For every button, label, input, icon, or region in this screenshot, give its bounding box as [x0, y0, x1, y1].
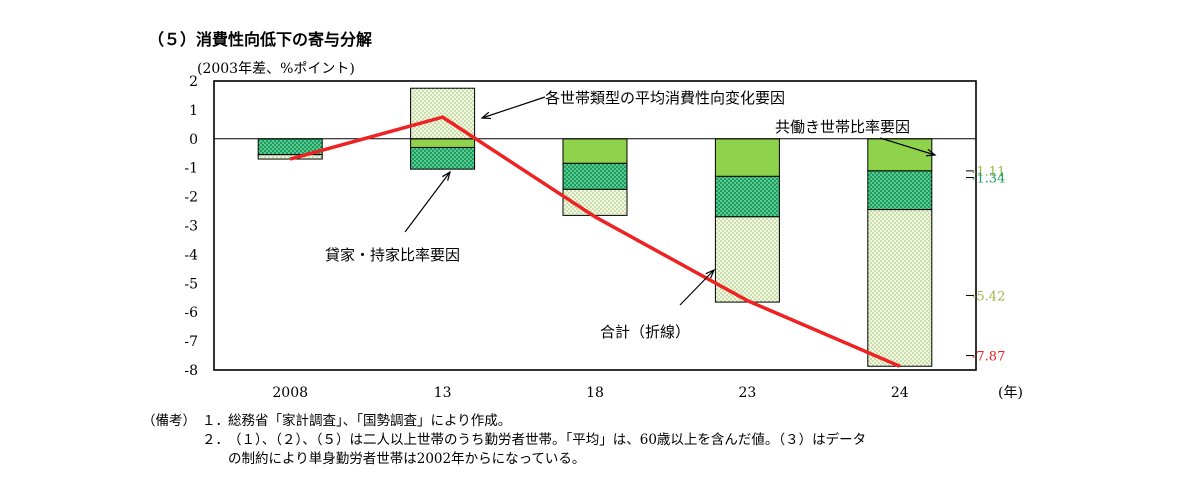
- bar-segment: [562, 188, 628, 216]
- annotation-dual-income: 共働き世帯比率要因: [775, 118, 910, 136]
- x-tick-label: 2008: [272, 385, 308, 401]
- notes-section: （備考） １．総務省「家計調査」、「国勢調査」により作成。 ２．（１）、（２）、（…: [142, 412, 866, 469]
- annotation-dual-income-arrow-head: [925, 148, 937, 157]
- value-label: -1.34: [972, 172, 1005, 187]
- value-label: -7.87: [972, 350, 1005, 365]
- note-row-1: （備考） １．総務省「家計調査」、「国勢調査」により作成。: [142, 412, 866, 431]
- total-series-line: [289, 115, 901, 368]
- x-tick-label: 18: [586, 385, 604, 401]
- chart-title: （５）消費性向低下の寄与分解: [148, 30, 373, 49]
- y-tick-label: -3: [184, 219, 198, 235]
- bar-segment: [410, 146, 476, 170]
- note-row-2-continued: の制約により単身勤労者世帯は2002年からになっている。: [142, 450, 866, 469]
- note-row-2: ２．（１）、（２）、（５）は二人以上世帯のうち勤労者世帯。「平均」は、60歳以上…: [142, 431, 866, 450]
- x-unit-label: (年): [998, 385, 1023, 401]
- y-tick-label: -7: [184, 334, 198, 350]
- annotation-rental-arrow: [404, 171, 451, 233]
- y-tick-label: -2: [184, 190, 198, 206]
- value-label: -5.42: [972, 289, 1005, 304]
- note-number: ２．: [202, 432, 229, 448]
- bar-segment: [867, 209, 933, 367]
- annotation-dual-income-arrow: [879, 137, 936, 156]
- annotation-total-arrow: [679, 269, 715, 306]
- notes-heading: （備考）: [142, 413, 196, 429]
- bar-segment: [867, 170, 933, 211]
- bar-segment: [562, 162, 628, 190]
- y-tick-label: -4: [184, 247, 198, 263]
- annotation-rental-arrow-head: [442, 170, 451, 181]
- note-text: 総務省「家計調査」、「国勢調査」により作成。: [228, 413, 512, 429]
- annotation-avg-change: 各世帯類型の平均消費性向変化要因: [545, 89, 785, 107]
- x-tick-label: 24: [891, 385, 909, 401]
- annotation-total: 合計（折線）: [600, 323, 690, 341]
- note-number: １．: [202, 413, 229, 429]
- y-tick-label: -1: [184, 161, 198, 177]
- x-tick-label: 13: [434, 385, 452, 401]
- note-text-continued: の制約により単身勤労者世帯は2002年からになっている。: [228, 451, 586, 467]
- y-tick-label: -6: [184, 305, 198, 321]
- bar-segment: [410, 138, 476, 148]
- bar-segment: [714, 138, 780, 177]
- y-tick-label: 1: [189, 103, 198, 119]
- annotation-avg-change-arrow-head: [480, 111, 492, 120]
- note-text: （１）、（２）、（５）は二人以上世帯のうち勤労者世帯。「平均」は、60歳以上を含…: [228, 432, 867, 448]
- annotation-total-arrow-head: [705, 268, 716, 279]
- annotation-avg-change-arrow: [481, 96, 546, 119]
- y-tick-label: -5: [184, 276, 198, 292]
- bar-segment: [257, 154, 323, 160]
- y-unit-label: (2003年差、%ポイント): [197, 61, 355, 77]
- plot-area-frame: [213, 80, 977, 371]
- y-tick-label: -8: [184, 363, 198, 379]
- bar-segment: [562, 138, 628, 164]
- y-tick-label: 0: [189, 132, 198, 148]
- y-tick-label: 2: [189, 74, 198, 90]
- x-tick-label: 23: [738, 385, 756, 401]
- bar-segment: [714, 175, 780, 218]
- annotation-rental: 貸家・持家比率要因: [325, 246, 460, 264]
- value-label: -1.11: [972, 165, 1005, 180]
